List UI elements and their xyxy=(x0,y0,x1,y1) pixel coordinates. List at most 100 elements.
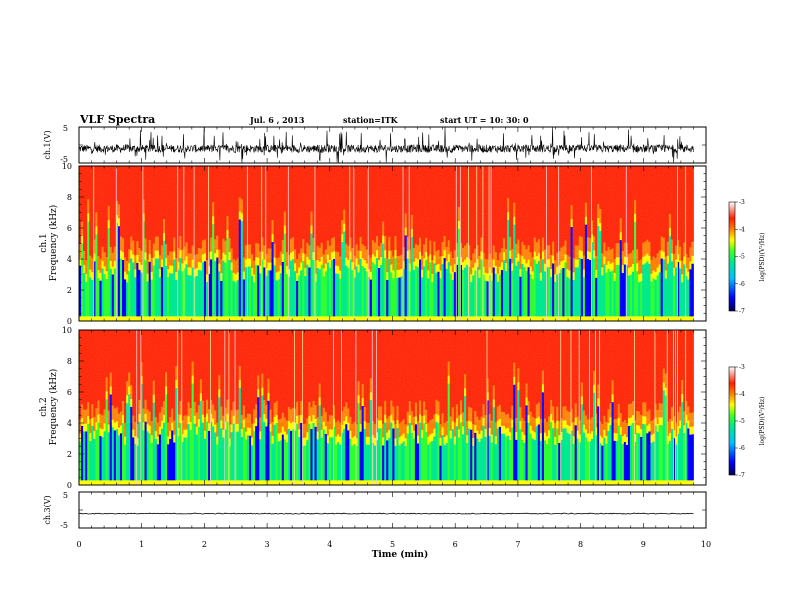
spectrogram-cell xyxy=(421,277,424,317)
spectrogram-cell xyxy=(478,316,481,321)
spectrogram-cell xyxy=(666,429,670,437)
spectrogram-cell xyxy=(111,427,115,481)
spectrogram-cell xyxy=(492,407,496,481)
spectrogram-cell xyxy=(636,424,639,433)
spectrogram-cell xyxy=(212,480,215,485)
spectrogram-cell xyxy=(322,480,326,485)
spectrogram-cell xyxy=(187,261,190,268)
freq-tick-label: 10 xyxy=(62,162,72,171)
spectrogram-cell xyxy=(648,480,651,485)
spectrogram-cell xyxy=(242,279,246,317)
spectrogram-cell xyxy=(316,425,320,432)
spectrogram-cell xyxy=(468,420,471,429)
spectrogram-cell xyxy=(402,480,406,485)
spectrogram-cell xyxy=(675,430,678,437)
spectrogram-cell xyxy=(658,264,662,273)
spectrogram-cell xyxy=(318,405,322,481)
spectrogram-cell xyxy=(455,426,459,481)
spectrogram-cell xyxy=(388,429,391,438)
spectrogram-cell xyxy=(668,316,672,321)
spectrogram-cell xyxy=(556,420,559,429)
spectrogram-cell xyxy=(304,480,307,485)
spectrogram-cell xyxy=(482,480,485,485)
spectrogram-cell xyxy=(216,422,219,431)
colorbar-tick-label: -6 xyxy=(739,281,745,288)
spectrogram-cell xyxy=(482,267,485,275)
spectrogram-cell xyxy=(142,422,145,431)
spectrogram-cell xyxy=(644,480,647,485)
spectrogram-cell xyxy=(193,423,197,481)
spectrogram-cell xyxy=(498,316,502,321)
spectrogram-cell xyxy=(306,426,309,433)
spectrogram-cell xyxy=(687,257,690,266)
spectrogram-cell xyxy=(175,272,178,280)
spectrogram-cell xyxy=(550,421,553,481)
spectrogram-cell xyxy=(146,431,150,481)
spectrogram-cell xyxy=(644,424,647,481)
spectrogram-cell xyxy=(445,261,449,269)
spectrogram-cell xyxy=(613,273,617,281)
spectrogram-cell xyxy=(494,444,498,481)
spectrogram-cell xyxy=(443,430,447,438)
spectrogram-cell xyxy=(97,263,100,271)
spectrogram-cell xyxy=(316,439,320,481)
spectrogram-cell xyxy=(470,429,473,481)
spectrogram-cell xyxy=(173,480,176,485)
spectrogram-cell xyxy=(246,258,250,267)
spectrogram-cell xyxy=(539,272,543,281)
spectrogram-cell xyxy=(232,272,236,281)
spectrogram-cell xyxy=(531,480,535,485)
spectrogram-cell xyxy=(644,255,647,264)
spectrogram-cell xyxy=(441,421,444,428)
spectrogram-cell xyxy=(150,257,154,266)
spectrogram-cell xyxy=(228,446,231,481)
spectrogram-cell xyxy=(390,258,393,265)
spectrogram-cell xyxy=(531,424,535,431)
spectrogram-cell xyxy=(181,257,184,264)
spectrogram-cell xyxy=(519,276,522,317)
spectrogram-cell xyxy=(402,427,406,434)
spectrogram-cell xyxy=(494,273,498,317)
spectrogram-cell xyxy=(236,280,240,317)
spectrogram-cell xyxy=(339,270,342,279)
spectrogram-cell xyxy=(156,444,160,481)
spectrogram-cell xyxy=(197,262,201,270)
spectrogram-cell xyxy=(337,259,340,267)
spectrogram-cell xyxy=(472,424,475,432)
spectrogram-cell xyxy=(466,435,469,444)
spectrogram-cell xyxy=(308,423,311,481)
spectrogram-cell xyxy=(408,263,412,272)
spectrogram-cell xyxy=(498,260,502,267)
spectrogram-cell xyxy=(433,263,436,317)
spectrogram-cell xyxy=(167,269,170,278)
spectrogram-cell xyxy=(140,272,143,317)
spectrogram-cell xyxy=(627,275,631,317)
spectrogram-cell xyxy=(433,316,436,321)
spectrogram-cell xyxy=(130,480,133,485)
spectrogram-cell xyxy=(474,270,477,317)
spectrogram-cell xyxy=(558,265,561,273)
spectrogram-cell xyxy=(629,316,633,321)
colorbar-tick-label: -6 xyxy=(739,445,745,452)
spectrogram-cell xyxy=(210,316,213,321)
spectrogram-cell xyxy=(351,437,354,446)
spectrogram-cell xyxy=(244,431,248,440)
spectrogram-cell xyxy=(150,271,154,280)
spectrogram-cell xyxy=(195,420,199,427)
spectrogram-cell xyxy=(601,267,604,276)
spectrogram-cell xyxy=(396,420,399,428)
spectrogram-cell xyxy=(580,480,584,485)
spectrogram-cell xyxy=(679,420,682,429)
spectrogram-cell xyxy=(584,437,588,481)
spectrogram-cell xyxy=(586,427,590,434)
spectrogram-cell xyxy=(632,316,635,321)
spectrogram-cell xyxy=(85,316,88,321)
spectrogram-cell xyxy=(515,432,518,440)
spectrogram-cell xyxy=(654,265,657,272)
spectrogram-cell xyxy=(496,480,500,485)
spectrogram-cell xyxy=(652,278,655,317)
spectrogram-cell xyxy=(451,279,455,317)
spectrogram-cell xyxy=(396,263,399,270)
spectrogram-cell xyxy=(181,420,184,429)
spectrogram-cell xyxy=(197,316,201,321)
